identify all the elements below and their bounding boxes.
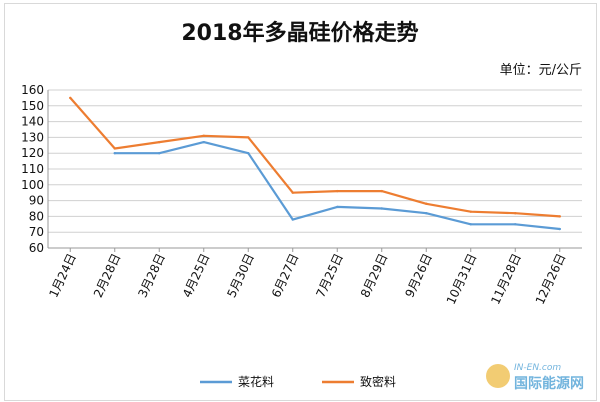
- legend-label: 菜花料: [238, 374, 274, 389]
- data-point: [514, 223, 517, 226]
- x-tick-label: 10月31日: [444, 251, 480, 306]
- data-point: [514, 212, 517, 215]
- data-point: [336, 189, 339, 193]
- watermark-text: 国际能源网: [514, 375, 584, 392]
- y-tick-label: 150: [21, 99, 44, 113]
- x-tick-label: 7月25日: [313, 251, 346, 299]
- data-point: [558, 227, 561, 231]
- data-point: [247, 152, 250, 155]
- data-point: [469, 223, 472, 226]
- data-point: [247, 136, 250, 139]
- y-tick-label: 120: [21, 146, 44, 160]
- x-tick-label: 3月28日: [135, 251, 168, 299]
- data-point: [469, 210, 472, 213]
- data-point: [202, 134, 205, 138]
- y-tick-label: 90: [29, 194, 44, 208]
- series-line-1: [69, 96, 561, 218]
- watermark: IN-EN.com 国际能源网: [486, 363, 584, 392]
- watermark-sun-icon: [486, 364, 510, 388]
- x-tick-label: 5月30日: [224, 251, 257, 299]
- data-point: [380, 207, 383, 210]
- x-tick-label: 8月29日: [358, 251, 391, 299]
- x-tick-label: 6月27日: [269, 251, 302, 299]
- unit-label: 单位：元/公斤: [500, 63, 582, 78]
- y-tick-label: 130: [21, 130, 44, 144]
- gridlines: [48, 89, 582, 249]
- data-point: [336, 205, 339, 209]
- y-tick-label: 70: [29, 225, 44, 239]
- data-point: [158, 140, 161, 144]
- data-point: [291, 218, 294, 221]
- data-point: [291, 191, 294, 194]
- x-tick-label: 4月25日: [180, 251, 213, 299]
- data-point: [113, 152, 116, 155]
- y-tick-label: 160: [21, 83, 44, 97]
- legend: 菜花料 致密料: [200, 374, 396, 389]
- data-point: [69, 96, 72, 100]
- chart-frame: [4, 3, 597, 401]
- data-point: [202, 140, 205, 144]
- y-tick-label: 60: [29, 241, 44, 255]
- series-lines: [69, 96, 561, 231]
- data-point: [113, 147, 116, 150]
- data-point: [558, 215, 561, 218]
- y-tick-label: 110: [21, 162, 44, 176]
- legend-label: 致密料: [360, 374, 396, 389]
- x-tick-label: 9月26日: [402, 251, 435, 299]
- x-tick-label: 12月26日: [533, 251, 569, 306]
- x-tick-label: 11月28日: [488, 251, 524, 306]
- y-tick-label: 100: [21, 178, 44, 192]
- y-tick-label: 80: [29, 209, 44, 223]
- x-tick-label: 1月24日: [46, 251, 79, 299]
- x-axis: 1月24日 2月28日 3月28日 4月25日 5月30日 6月27日 7月25日 8月29日…: [46, 90, 568, 307]
- x-tick-label: 2月28日: [91, 251, 124, 299]
- chart-title: 2018年多晶硅价格走势: [181, 20, 418, 46]
- y-tick-label: 140: [21, 115, 44, 129]
- data-point: [425, 202, 428, 205]
- data-point: [380, 189, 383, 193]
- data-point: [425, 212, 428, 215]
- data-point: [158, 152, 161, 155]
- watermark-brand: IN-EN.com: [514, 363, 561, 373]
